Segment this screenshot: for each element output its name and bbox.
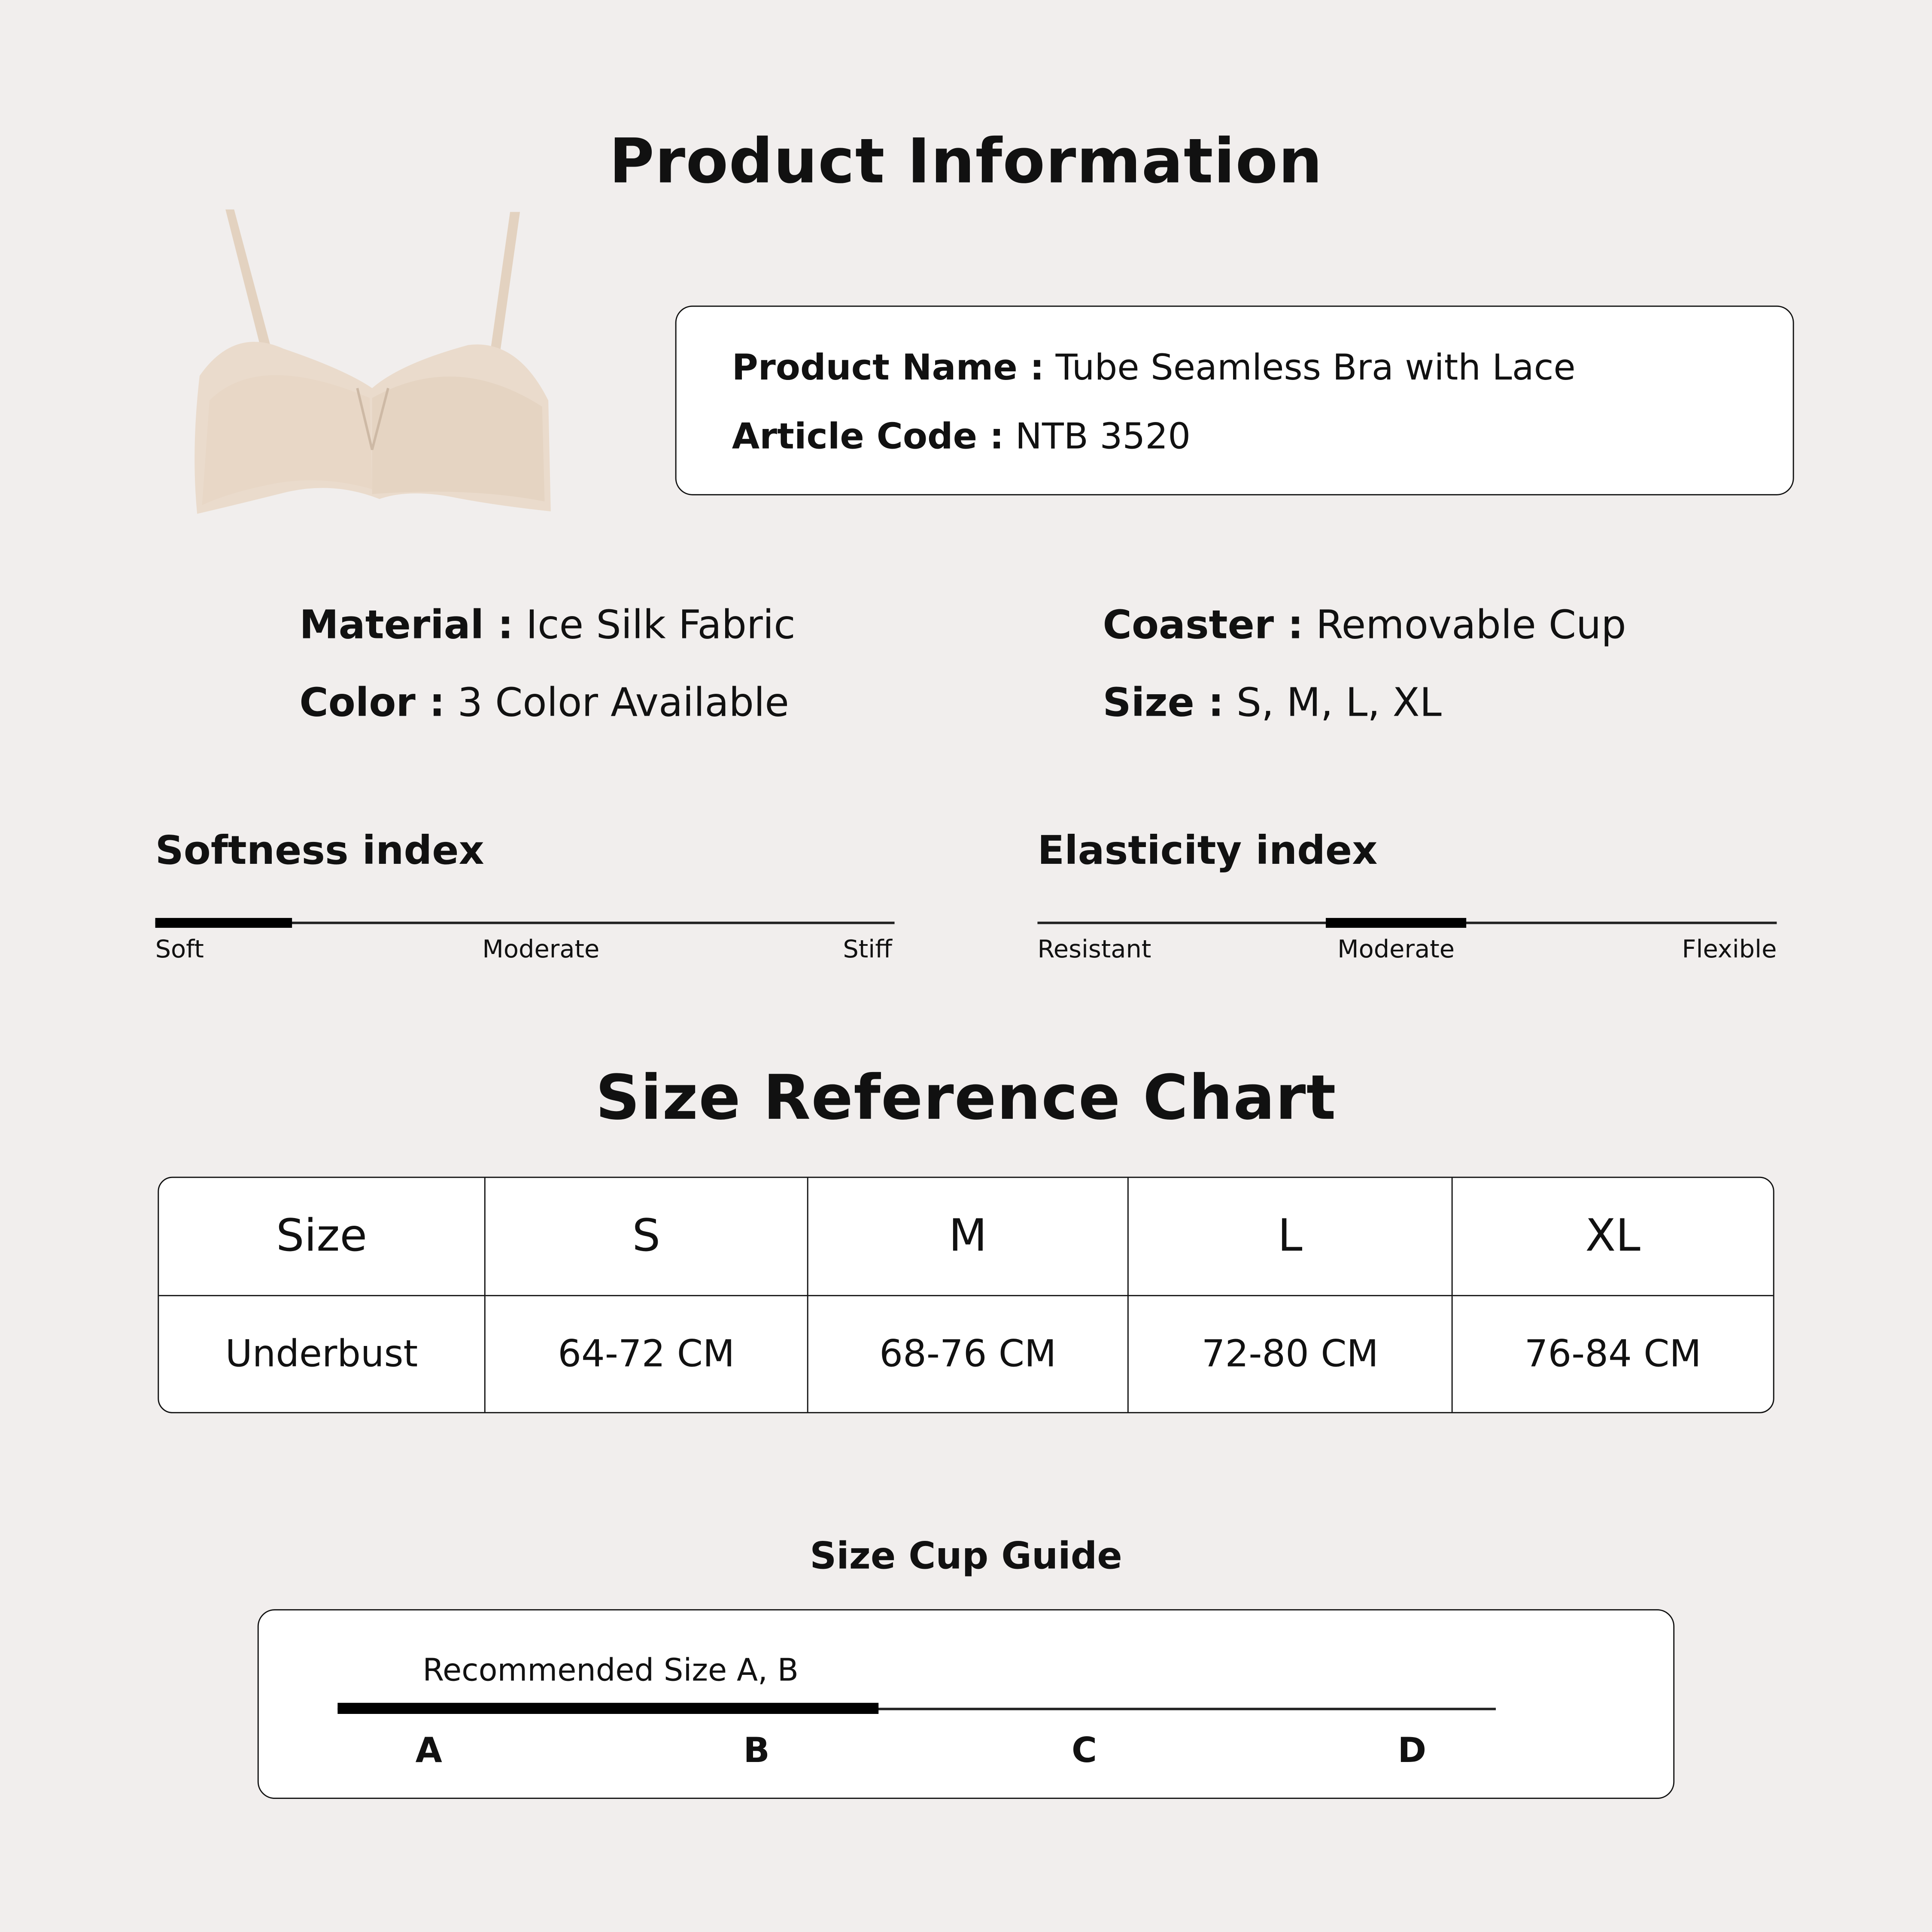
bra-image [194, 209, 551, 514]
elasticity-label-moderate: Moderate [1337, 934, 1455, 964]
coaster-attr: Coaster : Removable Cup [1103, 601, 1626, 648]
softness-label-stiff: Stiff [843, 934, 892, 964]
softness-label-soft: Soft [155, 934, 204, 964]
cup-guide-box: Recommended Size A, B A B C D [257, 1609, 1675, 1799]
size-attr: Size : S, M, L, XL [1103, 679, 1442, 726]
page-title: Product Information [609, 125, 1323, 197]
table-cell: 72-80 CM [1129, 1296, 1453, 1412]
material-attr: Material : Ice Silk Fabric [299, 601, 796, 648]
table-cell: 64-72 CM [486, 1296, 808, 1412]
softness-scale: Soft Moderate Stiff [155, 917, 895, 963]
elasticity-level-bar [1326, 917, 1467, 927]
table-row: Underbust 64-72 CM 68-76 CM 72-80 CM 76-… [159, 1296, 1773, 1412]
cup-label-a: A [415, 1730, 442, 1771]
cup-label-c: C [1072, 1730, 1097, 1771]
softness-level-bar [155, 917, 292, 927]
table-header-row: Size S M L XL [159, 1178, 1773, 1297]
elasticity-scale: Resistant Moderate Flexible [1037, 917, 1777, 963]
article-code: Article Code : NTB 3520 [732, 415, 1191, 457]
table-cell: 68-76 CM [808, 1296, 1129, 1412]
cup-label-d: D [1397, 1730, 1427, 1771]
cup-scale: A B C D [337, 1703, 1496, 1771]
product-info-box: Product Name : Tube Seamless Bra with La… [675, 305, 1794, 495]
header-cell: S [485, 1178, 808, 1297]
cup-level-bar [337, 1703, 879, 1714]
product-name: Product Name : Tube Seamless Bra with La… [732, 346, 1576, 389]
size-chart-title: Size Reference Chart [595, 1062, 1337, 1134]
size-chart-table: Size S M L XL Underbust 64-72 CM 68-76 C… [158, 1176, 1774, 1413]
header-cell: XL [1452, 1178, 1773, 1297]
softness-label-moderate: Moderate [482, 934, 600, 964]
header-cell: Size [159, 1178, 486, 1297]
cup-guide-title: Size Cup Guide [810, 1535, 1122, 1579]
elasticity-label-resistant: Resistant [1037, 934, 1151, 964]
elasticity-label-flexible: Flexible [1682, 934, 1777, 964]
table-cell: 76-84 CM [1524, 1332, 1701, 1376]
table-cell: Underbust [159, 1296, 486, 1412]
header-cell: M [808, 1178, 1129, 1297]
softness-title: Softness index [155, 826, 484, 874]
cup-label-b: B [743, 1730, 770, 1771]
color-attr: Color : 3 Color Available [299, 679, 789, 726]
cup-recommendation: Recommended Size A, B [422, 1652, 799, 1688]
elasticity-title: Elasticity index [1037, 826, 1378, 874]
header-cell: L [1128, 1178, 1453, 1297]
